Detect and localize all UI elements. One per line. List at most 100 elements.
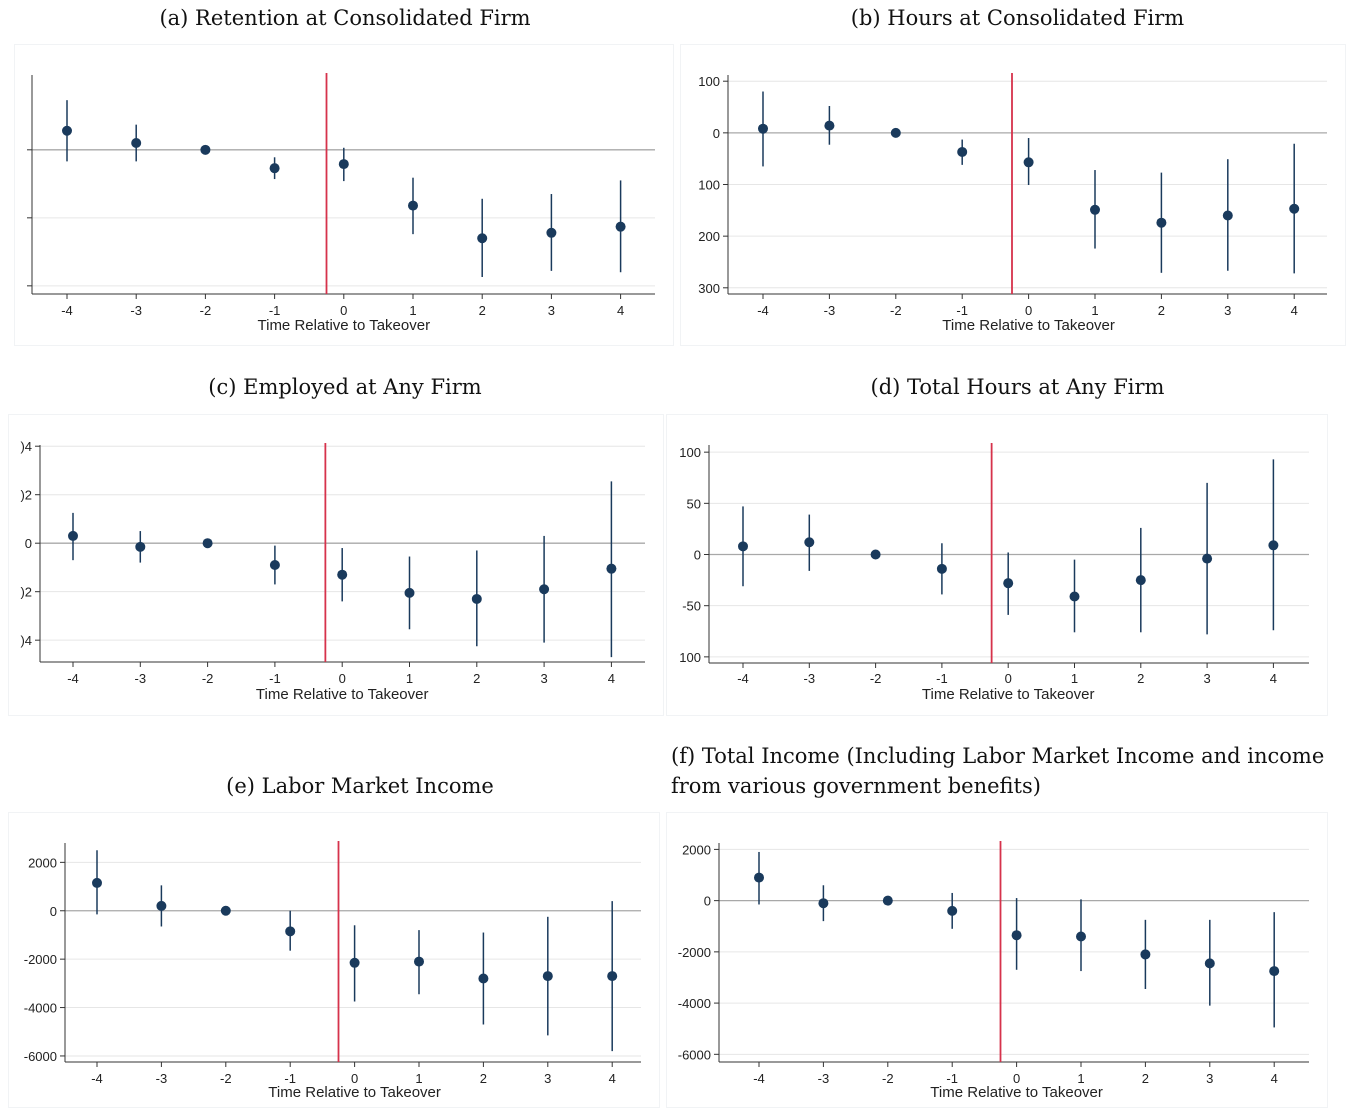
y-tick-label: 300	[698, 281, 720, 296]
point-estimate	[1222, 210, 1233, 221]
point-estimate	[414, 956, 424, 967]
x-tick-label: -1	[269, 303, 281, 318]
x-tick-label: -2	[890, 303, 902, 318]
panel-a: -4 -3 -2 -1 0 1 2 3 4 Time Relative to Takeover	[14, 44, 674, 346]
x-axis-title: Time Relative to Takeover	[942, 317, 1115, 334]
point-estimate	[758, 123, 768, 134]
y-tick-label: 0	[25, 536, 32, 551]
panel-c: )4)2 0)2)4 -4 -3 -2 -1 0 1 2 3 4 Time Relative to T…	[8, 414, 664, 716]
point-estimate	[890, 127, 901, 138]
x-tick-label: -2	[870, 671, 882, 686]
point-estimate	[1289, 203, 1300, 214]
point-estimate	[156, 900, 167, 911]
x-axis-title: Time Relative to Takeover	[256, 686, 429, 703]
panel-b-title: (b) Hours at Consolidated Firm	[850, 6, 1185, 30]
x-tick-label: 4	[617, 303, 624, 318]
chart-hours-consolidated: 100 0 100 200 300 -4 -3 -2 -1 0 1 2 3 4 Time Relative …	[698, 73, 1327, 334]
x-tick-label: 0	[1025, 303, 1032, 318]
panel-d-title: (d) Total Hours at Any Firm	[870, 375, 1165, 399]
y-tick-label: 100	[698, 178, 720, 193]
x-tick-label: 0	[340, 303, 347, 318]
point-estimate	[404, 587, 415, 598]
point-estimate	[68, 530, 78, 541]
point-estimate	[200, 144, 211, 155]
point-estimate	[1140, 949, 1151, 960]
x-tick-label: 2	[1142, 1071, 1149, 1086]
point-estimate	[269, 163, 280, 174]
y-tick-label: 0	[704, 894, 711, 909]
x-tick-label: -2	[220, 1071, 232, 1086]
panel-a-title: (a) Retention at Consolidated Firm	[159, 6, 531, 30]
chart-total-hours-any: 100 50 0 -50 100 -4 -3 -2 -1 0 1 2 3 4 Time Relative t…	[679, 443, 1309, 703]
x-tick-label: -1	[269, 671, 281, 686]
panel-f: 2000 0 -2000 -4000 -6000 -4 -3 -2 -1 0 1 2 3 4 Time Re…	[666, 812, 1328, 1108]
x-tick-label: -4	[753, 1071, 765, 1086]
point-estimate	[62, 125, 72, 136]
x-tick-label: 0	[1013, 1071, 1020, 1086]
x-tick-label: -4	[67, 671, 79, 686]
point-estimate	[882, 895, 893, 906]
point-estimate	[824, 120, 835, 131]
point-estimate	[947, 905, 958, 916]
y-tick-label: 0	[713, 126, 720, 141]
x-tick-label: 4	[609, 1071, 616, 1086]
x-tick-label: -3	[824, 303, 836, 318]
point-estimate	[607, 971, 618, 982]
x-tick-label: 1	[415, 1071, 422, 1086]
x-tick-label: -3	[135, 671, 147, 686]
point-estimate	[1269, 966, 1280, 977]
point-estimate	[1069, 591, 1080, 602]
point-estimate	[1023, 157, 1034, 168]
y-tick-label: 2000	[28, 855, 57, 870]
x-axis-title: Time Relative to Takeover	[922, 686, 1095, 703]
point-estimate	[285, 926, 296, 937]
point-estimate	[337, 569, 348, 580]
point-estimate	[936, 563, 947, 574]
chart-employed-any: )4)2 0)2)4 -4 -3 -2 -1 0 1 2 3 4 Time Relative to T…	[20, 439, 645, 703]
point-estimate	[1003, 578, 1014, 589]
point-estimate	[1202, 553, 1213, 564]
y-tick-label: 100	[679, 650, 701, 665]
y-tick-label: )2	[20, 585, 32, 600]
panel-f-title-line1: (f) Total Income (Including Labor Market…	[671, 744, 1325, 768]
x-tick-label: -4	[757, 303, 769, 318]
y-tick-label: 100	[698, 74, 720, 89]
y-tick-label: 0	[50, 904, 57, 919]
y-tick-label: -6000	[678, 1047, 711, 1062]
x-tick-label: 1	[406, 671, 413, 686]
x-tick-label: -4	[61, 303, 73, 318]
x-tick-label: -3	[804, 671, 816, 686]
x-tick-label: -4	[737, 671, 749, 686]
panel-b: 100 0 100 200 300 -4 -3 -2 -1 0 1 2 3 4 Time Relative …	[680, 44, 1346, 346]
x-tick-label: -3	[156, 1071, 168, 1086]
chart-total-income: 2000 0 -2000 -4000 -6000 -4 -3 -2 -1 0 1 2 3 4 Time Re…	[678, 841, 1309, 1101]
point-estimate	[754, 872, 764, 883]
x-tick-label: -1	[946, 1071, 958, 1086]
point-estimate	[1156, 217, 1167, 228]
point-estimate	[269, 560, 280, 571]
x-tick-label: 3	[1224, 303, 1231, 318]
y-tick-label: )4	[20, 439, 32, 454]
point-estimate	[738, 541, 748, 552]
x-tick-label: -1	[936, 671, 948, 686]
point-estimate	[539, 584, 550, 595]
x-tick-label: 0	[351, 1071, 358, 1086]
panel-f-title-line2: from various government benefits)	[671, 774, 1041, 798]
y-tick-label: 0	[694, 548, 701, 563]
x-tick-label: 3	[544, 1071, 551, 1086]
y-tick-label: )4	[20, 633, 32, 648]
x-axis-title: Time Relative to Takeover	[930, 1084, 1103, 1101]
y-tick-label: 200	[698, 229, 720, 244]
point-estimate	[1268, 540, 1279, 551]
x-tick-label: 0	[339, 671, 346, 686]
point-estimate	[135, 541, 146, 552]
x-tick-label: -3	[818, 1071, 830, 1086]
x-tick-label: 2	[1158, 303, 1165, 318]
y-tick-label: )2	[20, 488, 32, 503]
point-estimate	[478, 973, 489, 984]
x-axis-title: Time Relative to Takeover	[258, 317, 431, 334]
panel-c-title: (c) Employed at Any Firm	[208, 375, 482, 399]
point-estimate	[202, 538, 213, 549]
x-tick-label: 3	[1203, 671, 1210, 686]
x-tick-label: 1	[1071, 671, 1078, 686]
